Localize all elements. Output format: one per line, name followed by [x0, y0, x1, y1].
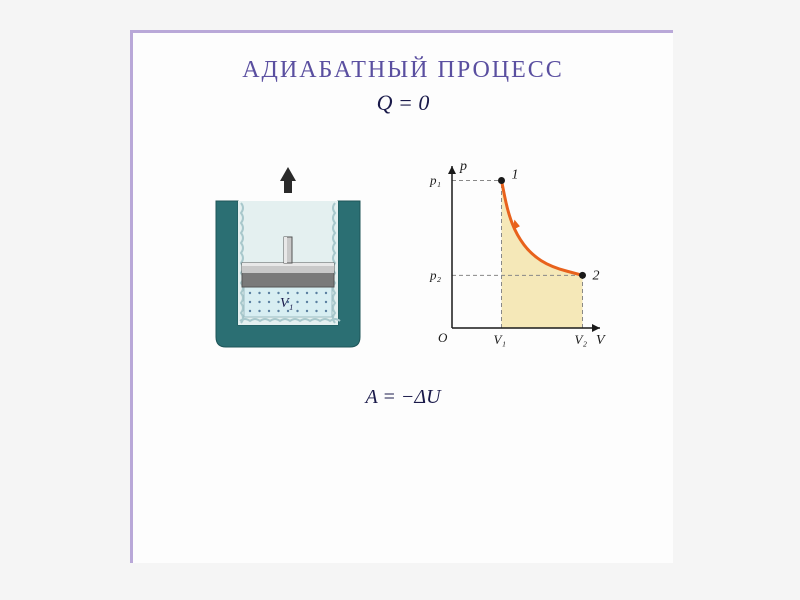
figure-row: V₁ p V O V₁ V₂ p₁ p₂ 1 2	[133, 156, 673, 356]
gas-dot	[296, 301, 298, 303]
gas-dot	[296, 292, 298, 294]
gas-dot	[249, 310, 251, 312]
x-axis-label: V	[596, 333, 606, 348]
gas-dot	[306, 301, 308, 303]
gas-dot	[268, 310, 270, 312]
gas-dot	[325, 310, 327, 312]
gas-dot	[277, 292, 279, 294]
x-tick-label: V₁	[494, 332, 506, 347]
x-tick-label: V₂	[575, 332, 588, 347]
gas-dot	[306, 310, 308, 312]
gas-dot	[268, 301, 270, 303]
page-title: АДИАБАТНЫЙ ПРОЦЕСС	[133, 57, 673, 84]
area-under-curve	[502, 181, 583, 328]
endpoint	[498, 177, 505, 184]
gas-dot	[258, 292, 260, 294]
y-tick-label: p₁	[429, 173, 441, 188]
content-frame: АДИАБАТНЫЙ ПРОЦЕСС Q = 0 V₁ p V O V₁ V₂ p₁ p₂ 1…	[130, 30, 673, 563]
y-tick-label: p₂	[429, 267, 442, 282]
gas-dot	[315, 292, 317, 294]
endpoint-label: 1	[512, 168, 519, 183]
gas-dot	[325, 301, 327, 303]
equation-a: A = −ΔU	[133, 386, 673, 409]
x-axis-arrow-icon	[592, 324, 600, 332]
gas-dot	[315, 310, 317, 312]
gas-dot	[258, 310, 260, 312]
gas-dot	[268, 292, 270, 294]
gas-dot	[287, 292, 289, 294]
y-axis-arrow-icon	[448, 166, 456, 174]
equation-q: Q = 0	[133, 90, 673, 116]
piston-diagram: V₁	[198, 161, 378, 351]
gas-dot	[249, 292, 251, 294]
endpoint	[579, 272, 586, 279]
gas-dot	[249, 301, 251, 303]
arrow-up-icon	[280, 167, 296, 193]
origin-label: O	[438, 330, 448, 345]
gas-dot	[306, 292, 308, 294]
pv-chart: p V O V₁ V₂ p₁ p₂ 1 2	[418, 156, 608, 356]
endpoint-label: 2	[593, 268, 600, 283]
gas-dot	[258, 301, 260, 303]
y-axis-label: p	[459, 159, 467, 174]
gas-dot	[296, 310, 298, 312]
gas-dot	[315, 301, 317, 303]
piston-rod-shine	[284, 237, 287, 263]
gas-label: V₁	[280, 296, 293, 311]
gas-dot	[325, 292, 327, 294]
